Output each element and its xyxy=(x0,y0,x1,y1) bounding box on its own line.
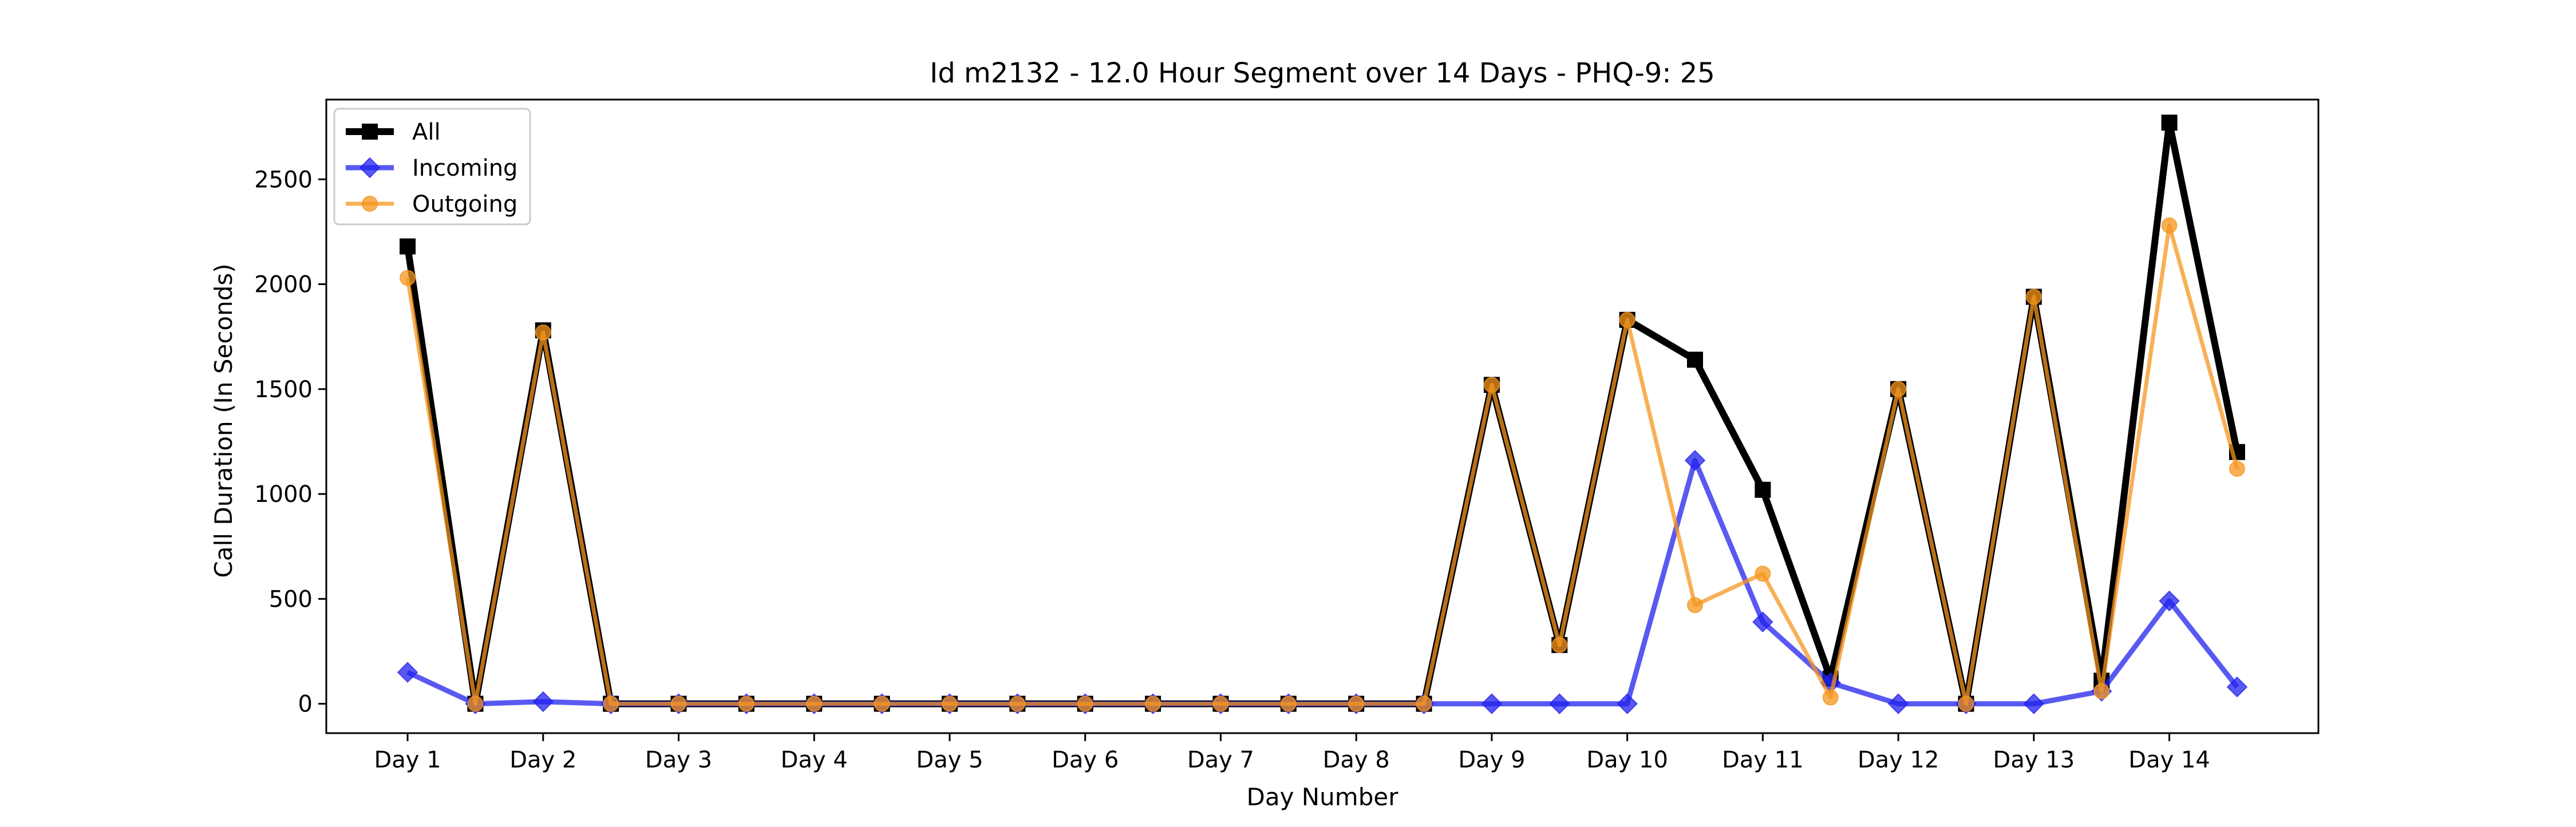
data-point-square xyxy=(2161,114,2178,131)
y-tick-label: 2000 xyxy=(254,272,313,298)
data-point-circle xyxy=(1145,695,1161,712)
y-tick-label: 0 xyxy=(298,691,313,718)
data-point-circle xyxy=(1958,695,1974,712)
data-point-diamond xyxy=(397,662,418,683)
data-point-circle xyxy=(1483,377,1500,393)
y-axis-label: Call Duration (In Seconds) xyxy=(210,263,238,577)
data-point-circle xyxy=(806,695,823,712)
data-point-diamond xyxy=(1684,450,1706,471)
x-tick-label: Day 13 xyxy=(1993,747,2075,773)
y-tick-label: 1000 xyxy=(254,481,313,508)
data-point-circle xyxy=(1009,695,1026,712)
x-tick-label: Day 11 xyxy=(1722,747,1804,773)
data-point-square xyxy=(400,238,416,255)
data-point-circle xyxy=(603,695,619,712)
legend-label: Incoming xyxy=(412,155,517,181)
data-point-diamond xyxy=(1752,611,1773,633)
data-point-diamond xyxy=(2023,693,2045,714)
x-tick-label: Day 10 xyxy=(1586,747,1668,773)
data-point-diamond xyxy=(1548,693,1570,714)
x-tick-label: Day 12 xyxy=(1858,747,1939,773)
data-point-circle xyxy=(2093,683,2110,699)
x-tick-label: Day 2 xyxy=(509,747,576,773)
legend-frame xyxy=(333,108,531,225)
data-point-diamond xyxy=(1481,693,1503,714)
data-point-diamond xyxy=(2226,676,2248,698)
data-point-circle xyxy=(1687,597,1704,614)
legend: All Incoming Outgoing xyxy=(333,108,531,225)
data-point-circle xyxy=(467,695,484,712)
data-point-diamond xyxy=(1617,693,1638,714)
data-point-square xyxy=(362,124,378,140)
data-point-diamond xyxy=(2159,590,2180,612)
x-tick-label: Day 9 xyxy=(1458,747,1525,773)
legend-label: All xyxy=(412,119,441,145)
data-point-circle xyxy=(362,196,378,212)
x-tick-label: Day 3 xyxy=(645,747,712,773)
x-tick-label: Day 8 xyxy=(1323,747,1390,773)
data-point-square xyxy=(1687,351,1704,368)
data-point-circle xyxy=(2229,461,2245,477)
x-tick-label: Day 5 xyxy=(916,747,983,773)
data-point-circle xyxy=(1890,381,1907,397)
data-point-circle xyxy=(670,695,687,712)
x-tick-label: Day 7 xyxy=(1187,747,1254,773)
data-point-circle xyxy=(1755,565,1771,582)
y-tick-label: 500 xyxy=(269,586,313,612)
y-tick-label: 1500 xyxy=(254,377,313,403)
data-point-square xyxy=(1755,481,1771,498)
data-point-circle xyxy=(874,695,890,712)
data-point-circle xyxy=(1212,695,1229,712)
series-outgoing xyxy=(400,217,2245,712)
data-point-diamond xyxy=(532,691,554,713)
legend-label: Outgoing xyxy=(412,191,517,217)
data-point-circle xyxy=(1348,695,1365,712)
x-axis-label: Day Number xyxy=(1246,783,1398,811)
data-point-circle xyxy=(1822,689,1839,706)
data-point-circle xyxy=(1619,311,1635,328)
data-point-circle xyxy=(2161,217,2178,234)
data-point-diamond xyxy=(359,157,381,179)
legend-entry: Outgoing xyxy=(346,191,517,217)
data-point-circle xyxy=(400,270,416,286)
x-tick-label: Day 1 xyxy=(374,747,441,773)
x-tick-label: Day 6 xyxy=(1052,747,1119,773)
plot-frame xyxy=(325,98,2320,734)
series-line xyxy=(405,223,2239,706)
legend-entry: Incoming xyxy=(346,155,517,181)
data-point-diamond xyxy=(1887,693,1909,714)
chart-title: Id m2132 - 12.0 Hour Segment over 14 Day… xyxy=(930,57,1715,89)
data-point-circle xyxy=(535,324,551,341)
data-point-circle xyxy=(941,695,958,712)
data-point-circle xyxy=(1416,695,1432,712)
data-point-circle xyxy=(2025,288,2042,305)
data-point-circle xyxy=(1551,637,1568,654)
data-point-circle xyxy=(738,695,754,712)
data-point-circle xyxy=(1077,695,1093,712)
data-point-circle xyxy=(1280,695,1297,712)
legend-entry: All xyxy=(346,119,441,145)
x-tick-label: Day 14 xyxy=(2128,747,2210,773)
x-tick-label: Day 4 xyxy=(781,747,848,773)
y-tick-label: 2500 xyxy=(254,167,313,193)
